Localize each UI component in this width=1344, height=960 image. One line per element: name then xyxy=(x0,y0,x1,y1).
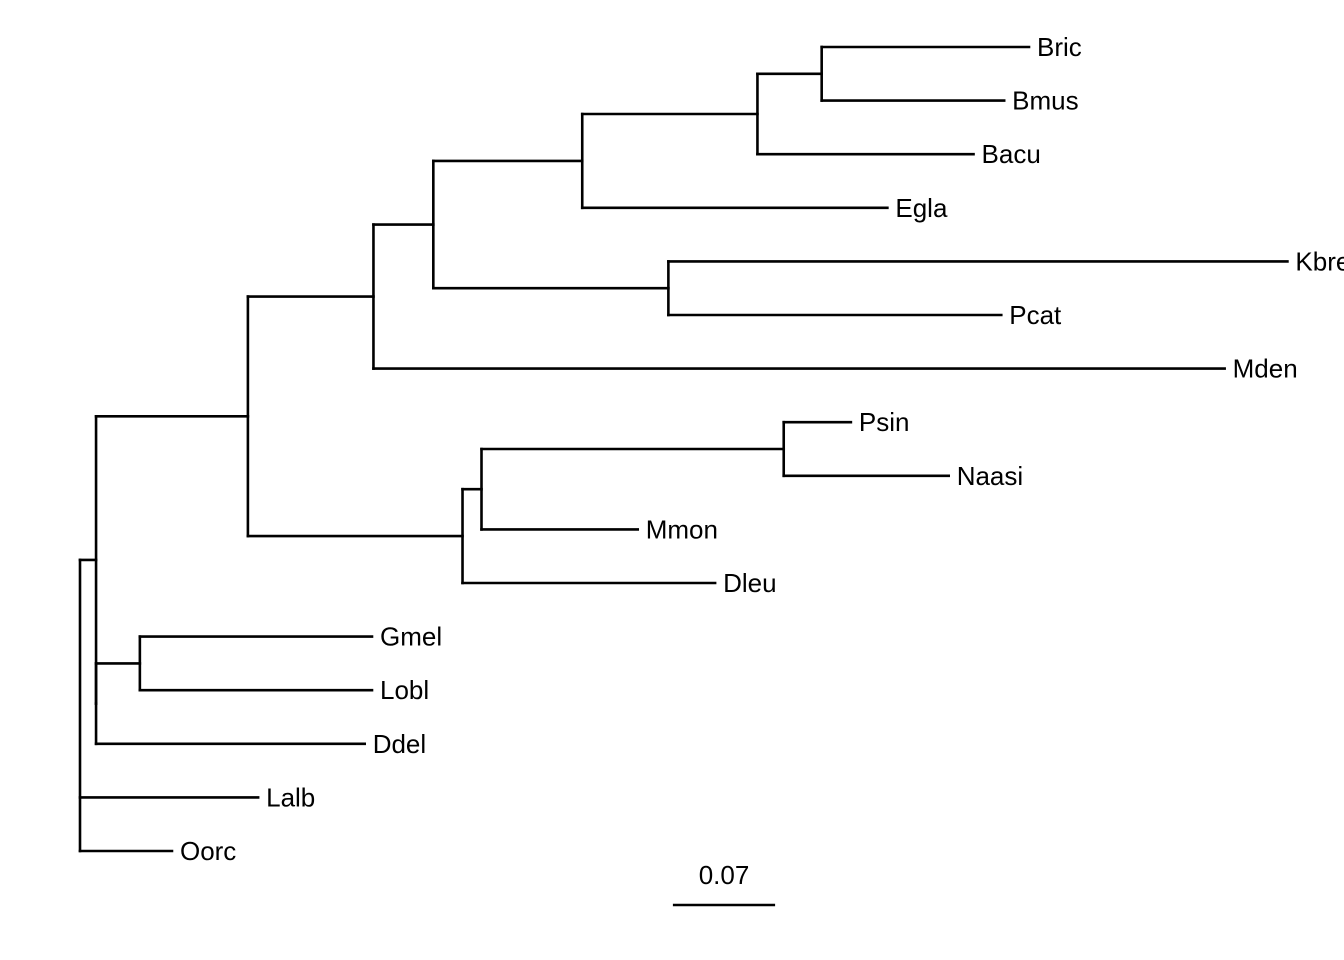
tip-label-kbre: Kbre xyxy=(1295,246,1344,276)
tip-label-bacu: Bacu xyxy=(982,139,1041,169)
tip-label-oorc: Oorc xyxy=(180,836,236,866)
tip-label-lalb: Lalb xyxy=(266,782,315,812)
tip-label-dleu: Dleu xyxy=(723,568,776,598)
scale-bar-group: 0.07 xyxy=(672,860,776,907)
tip-label-bric: Bric xyxy=(1037,32,1082,62)
tip-label-psin: Psin xyxy=(859,407,910,437)
tip-label-mmon: Mmon xyxy=(646,514,718,544)
tree-branches xyxy=(78,45,1289,853)
tip-label-egla: Egla xyxy=(895,193,948,223)
tip-label-pcat: Pcat xyxy=(1009,300,1062,330)
tip-label-lobl: Lobl xyxy=(380,675,429,705)
tip-labels: Bric Bmus Bacu Egla Kbre Pcat Mden Psin Naasi Mmo… xyxy=(180,32,1344,866)
tip-label-naasi: Naasi xyxy=(957,461,1023,491)
tip-label-mden: Mden xyxy=(1233,354,1298,384)
tip-label-gmel: Gmel xyxy=(380,622,442,652)
tip-label-bmus: Bmus xyxy=(1012,86,1078,116)
tip-label-ddel: Ddel xyxy=(373,729,426,759)
scale-bar-label: 0.07 xyxy=(699,860,750,890)
